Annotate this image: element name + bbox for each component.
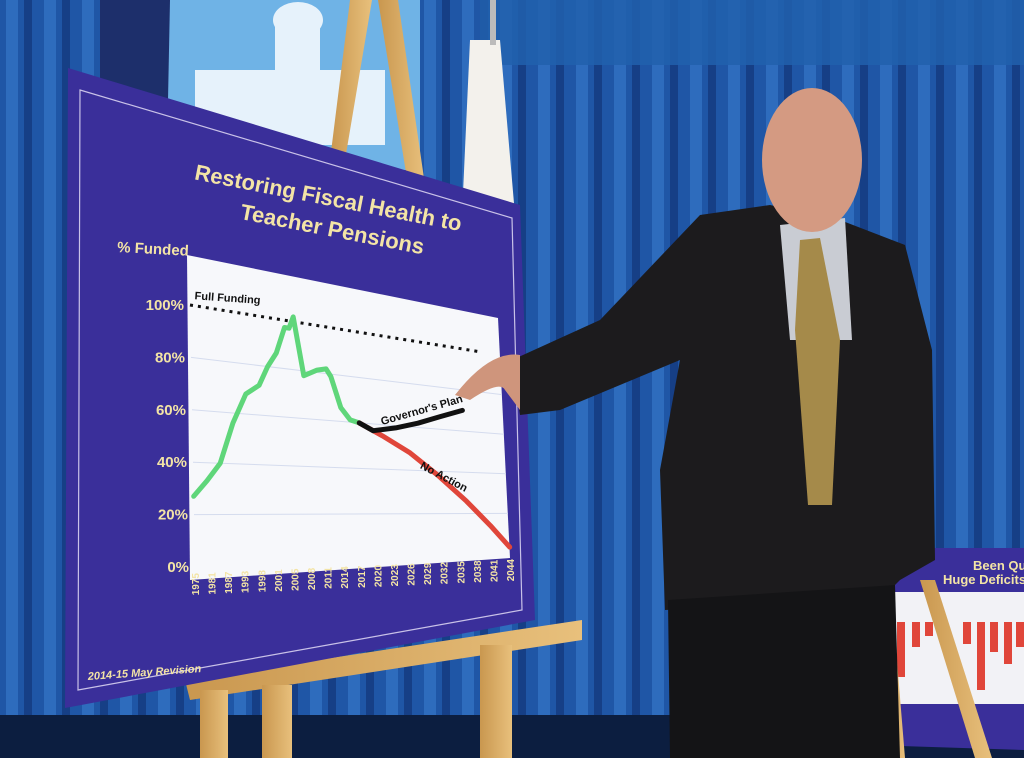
trousers	[668, 585, 900, 758]
governors-plan-line	[356, 407, 465, 434]
full-funding-label: Full Funding	[194, 290, 261, 307]
full-funding-line	[189, 303, 478, 353]
x-tick-label: 2044	[506, 559, 517, 582]
chart-layer: 0% 20% 40% 60% 80% 100% 1975 1981 1987 1993 1998 20…	[146, 290, 517, 595]
curtain-valance	[480, 0, 1024, 65]
background-deficit-bars	[897, 622, 1024, 690]
x-tick-label: 2001	[274, 569, 285, 592]
historical-funding-line	[191, 314, 362, 499]
x-tick-label: 1981	[208, 572, 219, 595]
gridline	[191, 409, 505, 435]
background-easel	[920, 580, 992, 758]
x-tick-label: 1987	[224, 571, 235, 594]
y-tick-label: 100%	[146, 297, 184, 314]
hand	[455, 354, 520, 410]
x-tick-label: 2041	[489, 559, 500, 582]
background-board-title-1: Been Qui	[973, 558, 1024, 573]
flag-pole	[490, 0, 496, 45]
x-tick-label: 2017	[357, 565, 368, 588]
y-axis-label: % Funded	[117, 239, 189, 260]
x-tick-label: 2011	[324, 567, 335, 589]
gridline	[192, 461, 507, 475]
x-tick-label: 2026	[407, 563, 418, 586]
y-tick-label: 60%	[156, 402, 186, 419]
gridline	[190, 356, 503, 396]
x-tick-label: 2029	[423, 562, 434, 585]
x-tick-label: 2020	[373, 564, 384, 587]
us-flag	[100, 0, 170, 100]
speaker	[455, 88, 935, 758]
head	[762, 88, 862, 232]
x-tick-label: 1993	[241, 570, 252, 593]
california-flag	[462, 40, 515, 215]
x-tick-label: 2008	[307, 567, 318, 590]
y-tick-label: 40%	[157, 454, 187, 471]
x-tick-label: 2035	[456, 561, 467, 584]
no-action-line	[356, 420, 513, 550]
x-tick-label: 2038	[473, 560, 484, 583]
x-tick-label: 1998	[257, 570, 268, 593]
x-tick-label: 2032	[440, 562, 451, 585]
x-tick-label: 2005	[290, 568, 301, 591]
y-tick-label: 20%	[158, 507, 188, 524]
x-tick-label: 2023	[390, 564, 401, 587]
y-tick-label: 0%	[167, 559, 189, 576]
x-tick-label: 1975	[191, 573, 202, 596]
background-board-title-2: Huge Deficits	[943, 572, 1024, 587]
x-tick-label: 2014	[340, 566, 351, 589]
necktie	[795, 238, 840, 505]
y-tick-label: 80%	[155, 349, 185, 366]
gridline	[193, 512, 509, 516]
board-border	[77, 89, 523, 691]
easel	[185, 0, 582, 758]
